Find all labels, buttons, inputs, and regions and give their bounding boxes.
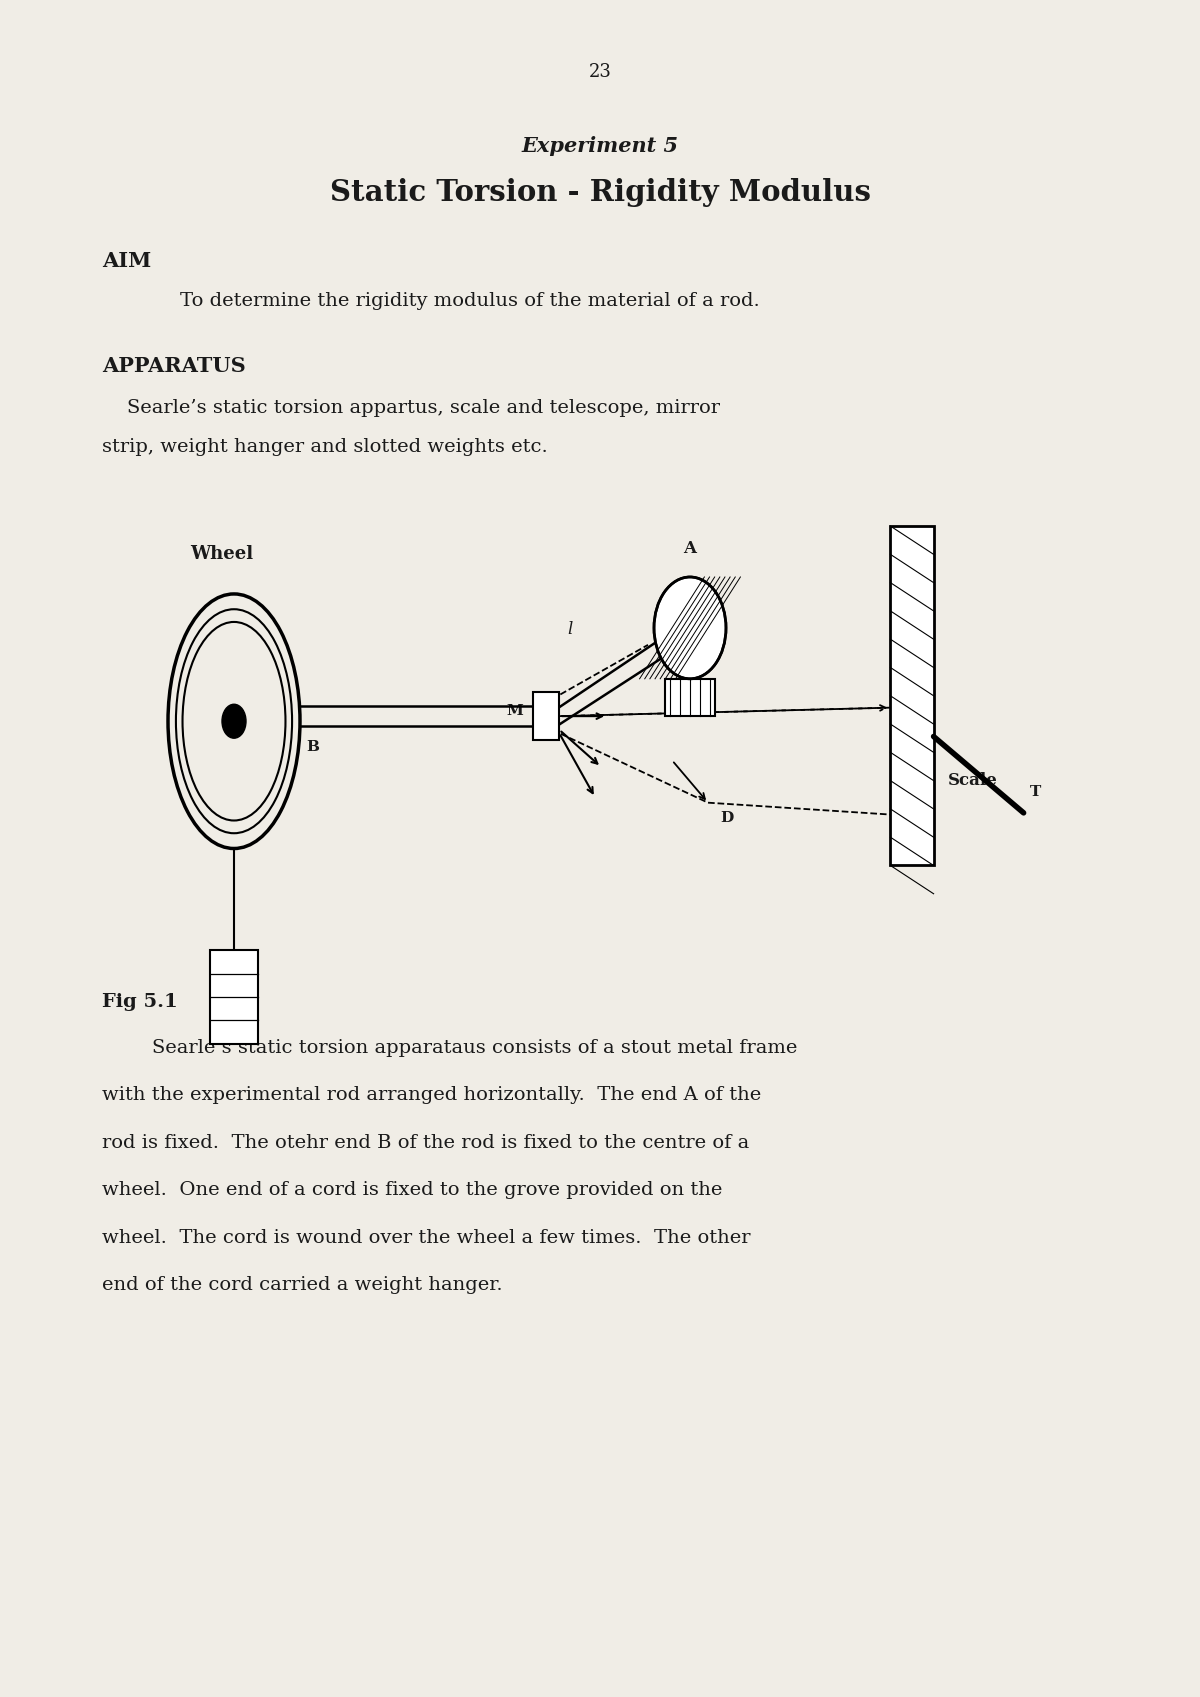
Text: D: D	[720, 811, 733, 825]
Bar	[665, 679, 715, 716]
Text: T: T	[1030, 786, 1040, 799]
Text: wheel.  The cord is wound over the wheel a few times.  The other: wheel. The cord is wound over the wheel …	[102, 1229, 750, 1247]
Text: Fig 5.1: Fig 5.1	[102, 993, 178, 1011]
Text: A: A	[684, 540, 696, 557]
Text: AIM: AIM	[102, 251, 151, 272]
Text: Wheel: Wheel	[191, 545, 253, 563]
Text: APPARATUS: APPARATUS	[102, 356, 246, 377]
Text: Experiment 5: Experiment 5	[522, 136, 678, 156]
Text: Scale: Scale	[948, 772, 997, 789]
Text: end of the cord carried a weight hanger.: end of the cord carried a weight hanger.	[102, 1276, 503, 1295]
Bar	[533, 692, 559, 740]
Text: Static Torsion - Rigidity Modulus: Static Torsion - Rigidity Modulus	[330, 178, 870, 207]
Text: wheel.  One end of a cord is fixed to the grove provided on the: wheel. One end of a cord is fixed to the…	[102, 1181, 722, 1200]
Circle shape	[222, 704, 246, 738]
Text: To determine the rigidity modulus of the material of a rod.: To determine the rigidity modulus of the…	[180, 292, 760, 311]
Text: B: B	[306, 740, 319, 753]
Circle shape	[654, 577, 726, 679]
Text: rod is fixed.  The otehr end B of the rod is fixed to the centre of a: rod is fixed. The otehr end B of the rod…	[102, 1134, 749, 1152]
Bar	[210, 950, 258, 1044]
Text: strip, weight hanger and slotted weights etc.: strip, weight hanger and slotted weights…	[102, 438, 547, 456]
Text: 23: 23	[588, 63, 612, 81]
Text: Searle’s static torsion appartus, scale and telescope, mirror: Searle’s static torsion appartus, scale …	[102, 399, 720, 417]
Text: l: l	[568, 621, 572, 638]
Text: Searle’s static torsion apparataus consists of a stout metal frame: Searle’s static torsion apparataus consi…	[102, 1039, 797, 1057]
Text: with the experimental rod arranged horizontally.  The end A of the: with the experimental rod arranged horiz…	[102, 1086, 761, 1105]
Text: M: M	[506, 704, 523, 718]
Bar	[890, 526, 934, 865]
